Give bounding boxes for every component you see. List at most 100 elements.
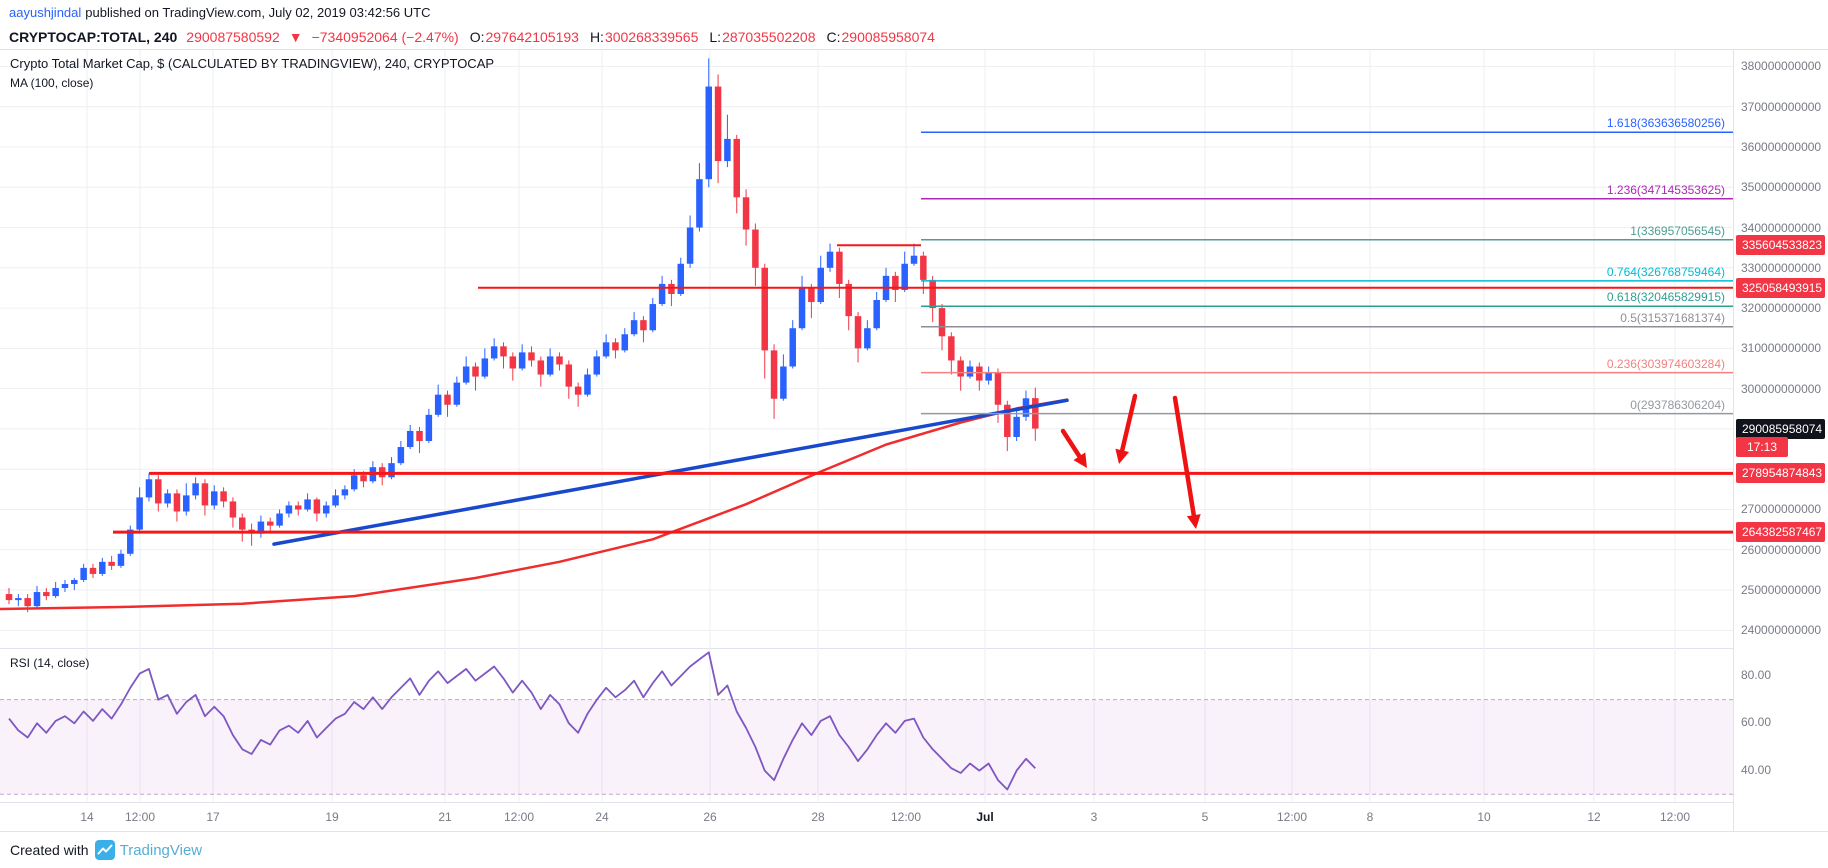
candle-body: [201, 483, 209, 506]
candle-body: [798, 287, 806, 329]
candle-body: [602, 342, 610, 357]
candle: [481, 348, 489, 379]
candle: [873, 291, 880, 331]
candle: [705, 58, 712, 188]
candle-body: [733, 138, 740, 198]
candle: [127, 525, 134, 556]
candle-body: [817, 267, 824, 303]
candle-body: [705, 86, 712, 180]
candle: [406, 424, 414, 450]
candle-body: [266, 521, 274, 526]
candle: [854, 312, 862, 363]
high-label: H:: [589, 28, 604, 45]
time-axis-label: 24: [595, 810, 609, 824]
candle-body: [117, 553, 125, 566]
time-axis-label: 14: [80, 810, 94, 824]
candle-body: [873, 300, 880, 329]
price-axis-label: 380000000000: [1741, 59, 1822, 74]
time-axis[interactable]: 14 12:00 17 19 21 12:00 24 26 28 12:00 Jul 3 5 12:00 8…: [0, 802, 1733, 831]
candle: [388, 457, 395, 480]
price-badge: 335604533823: [1736, 235, 1825, 256]
red-arrow-shaft: [1060, 428, 1082, 459]
candle-body: [668, 283, 675, 294]
candle: [966, 360, 974, 379]
price-axis-label: 260000000000: [1741, 542, 1822, 557]
tradingview-logo[interactable]: TradingView: [94, 840, 202, 860]
candle-body: [500, 346, 507, 357]
rsi-panel[interactable]: [0, 648, 1733, 802]
candle-body: [416, 430, 423, 442]
candle: [99, 557, 106, 576]
candle: [714, 74, 722, 184]
candle: [500, 342, 507, 369]
candle-body: [966, 366, 974, 377]
candle-body: [52, 588, 59, 597]
time-axis-label: Jul: [976, 810, 994, 824]
candle-body: [574, 386, 582, 395]
candle-body: [621, 334, 629, 351]
candle-body: [546, 356, 554, 375]
candle: [173, 489, 181, 522]
candle: [761, 263, 768, 379]
chart-legend-title: Crypto Total Market Cap, $ (CALCULATED B…: [10, 56, 495, 71]
candle: [770, 344, 778, 419]
time-axis-label: 12:00: [124, 810, 156, 824]
rsi-axis-label: 40.00: [1741, 762, 1772, 777]
price-axis[interactable]: 380000000000 370000000000 360000000000 3500…: [1733, 50, 1828, 831]
candle: [910, 243, 918, 266]
candle: [630, 312, 638, 337]
candle-body: [724, 138, 731, 162]
candle-body: [518, 352, 526, 369]
main-price-chart[interactable]: [0, 50, 1733, 648]
candle: [957, 356, 964, 391]
time-axis-label: 19: [325, 810, 339, 824]
chart-region: Crypto Total Market Cap, $ (CALCULATED B…: [0, 50, 1828, 831]
candle-body: [5, 594, 13, 601]
candle-body: [322, 505, 330, 514]
candle: [668, 279, 675, 307]
candle-body: [294, 505, 302, 510]
red-arrow-shaft: [1119, 393, 1138, 453]
panel-divider[interactable]: [0, 648, 1828, 649]
candle-body: [99, 561, 106, 574]
candle: [518, 344, 526, 371]
candle-body: [864, 328, 871, 349]
candle-body: [453, 382, 461, 405]
candle: [164, 489, 171, 508]
candle: [817, 255, 824, 305]
price-axis-label: 240000000000: [1741, 623, 1822, 638]
candle: [322, 501, 330, 518]
candle-body: [220, 491, 227, 502]
symbol-name[interactable]: CRYPTOCAP:TOTAL, 240: [9, 28, 178, 45]
ma100-line: [0, 398, 1069, 611]
time-axis-label: 3: [1090, 810, 1098, 824]
last-price: 290087580592: [186, 28, 280, 45]
candle-body: [686, 227, 694, 264]
candle-body: [985, 372, 992, 381]
candle: [61, 579, 69, 593]
red-arrow-head: [1186, 514, 1201, 529]
candle: [780, 354, 787, 401]
candle: [696, 163, 703, 232]
candle: [192, 477, 199, 500]
candle-body: [836, 251, 843, 284]
candle-body: [434, 394, 442, 415]
candle: [294, 501, 302, 516]
candle-body: [80, 567, 87, 580]
candle-body: [481, 358, 489, 377]
rsi-legend: RSI (14, close): [10, 656, 90, 670]
fib-level-label: 0(293786306204): [1630, 397, 1725, 412]
footer: Created with TradingView: [0, 831, 1828, 868]
fib-level-label: 1.236(347145353625): [1606, 182, 1725, 197]
time-axis-label: 8: [1366, 810, 1374, 824]
price-axis-label: 320000000000: [1741, 301, 1822, 316]
author-link[interactable]: aayushjindal: [9, 4, 82, 20]
candle: [556, 352, 563, 371]
candle-body: [304, 499, 311, 510]
candle-body: [239, 517, 246, 530]
candle-body: [472, 366, 479, 377]
candle: [462, 356, 470, 385]
fib-level-label: 0.236(303974603284): [1606, 356, 1725, 371]
candle-body: [1004, 404, 1011, 437]
candle: [453, 376, 461, 407]
